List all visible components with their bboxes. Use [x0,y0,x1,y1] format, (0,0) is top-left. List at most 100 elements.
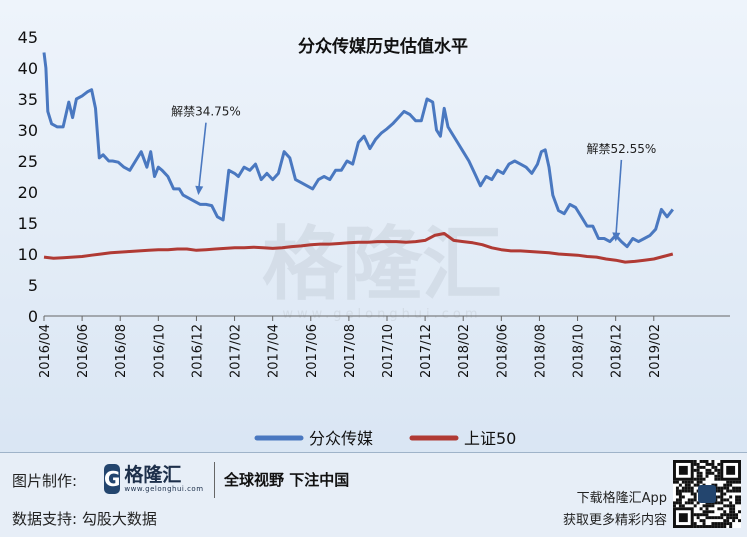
qr-module [711,525,715,528]
qr-module [699,474,703,478]
qr-module [681,480,685,484]
qr-module [705,507,709,511]
qr-module [720,489,724,493]
qr-module [696,462,700,466]
qr-module [717,501,721,505]
logo-url: www.gelonghui.com [124,485,204,493]
qr-module [717,489,721,493]
qr-module [729,510,733,514]
qr-code-icon[interactable] [673,460,741,528]
y-tick-label: 0 [28,307,38,326]
data-source: 数据支持: 勾股大数据 [12,510,157,528]
qr-module [729,513,733,517]
qr-module [735,516,739,520]
series-layer [42,52,674,264]
qr-module [726,483,730,487]
qr-module [675,480,679,484]
qr-module [708,516,712,520]
qr-module [735,489,739,493]
qr-module [735,513,739,517]
qr-module [696,513,700,517]
qr-module [726,486,730,490]
x-tick-label: 2018/02 [457,324,472,378]
qr-module [675,501,679,505]
qr-module [729,507,733,511]
qr-module [673,480,676,484]
app-download-text: 下载格隆汇App [576,491,667,506]
y-tick-label: 30 [18,121,38,140]
x-tick-label: 2018/12 [610,324,625,378]
qr-module [690,480,694,484]
qr-module [673,504,676,508]
x-tick-label: 2017/10 [381,324,396,378]
qr-module [711,460,715,463]
qr-module [684,489,688,493]
qr-module [738,495,741,499]
annotation-label: 解禁52.55% [587,142,657,156]
qr-module [696,480,700,484]
qr-module [738,519,741,523]
qr-module [729,522,733,526]
qr-module [732,516,736,520]
x-tick-label: 2018/08 [533,324,548,378]
qr-module [702,460,706,463]
qr-module [729,504,733,508]
qr-module [684,486,688,490]
x-tick-label: 2016/06 [76,324,91,378]
qr-module [702,522,706,526]
qr-module [714,522,718,526]
watermark-text: 格隆汇 [262,218,502,311]
qr-module [693,525,697,528]
qr-module [735,495,739,499]
qr-module [693,462,697,466]
qr-module [711,471,715,475]
annotation-arrow [614,159,623,240]
qr-module [675,486,679,490]
qr-module [696,516,700,520]
qr-module [738,498,741,502]
legend: 分众传媒 上证50 [254,429,516,448]
qr-module [693,495,697,499]
qr-module [673,501,676,505]
qr-module [723,510,727,514]
qr-module [702,465,706,469]
qr-module [687,480,691,484]
qr-module [705,468,709,472]
qr-module [729,495,733,499]
chart-title: 分众传媒历史估值水平 [298,36,468,57]
qr-module [720,513,724,517]
qr-module [696,474,700,478]
qr-module [729,489,733,493]
qr-module [723,504,727,508]
qr-module [726,504,730,508]
x-tick-label: 2017/08 [343,324,358,378]
qr-module [681,486,685,490]
qr-module [738,501,741,505]
qr-module [723,513,727,517]
qr-module [705,510,709,514]
app-promo-text: 获取更多精彩内容 [562,513,667,528]
qr-module [720,525,724,528]
qr-module [696,483,700,487]
qr-finder [726,465,736,475]
qr-module [723,483,727,487]
legend-label: 上证50 [464,429,516,448]
gelonghui-logo: G 格隆汇 www.gelonghui.com [104,461,204,497]
qr-module [732,510,736,514]
qr-module [726,489,730,493]
qr-module [714,525,718,528]
qr-module [702,525,706,528]
qr-module [690,498,694,502]
logo-mark-icon: G [104,464,121,494]
qr-module [678,504,682,508]
qr-module [711,522,715,526]
qr-module [693,492,697,496]
qr-module [678,492,682,496]
qr-module [717,507,721,511]
legend-label: 分众传媒 [309,429,373,448]
annotation-arrowhead [195,185,204,196]
qr-module [735,501,739,505]
qr-module [675,492,679,496]
qr-module [684,480,688,484]
qr-module [693,513,697,517]
